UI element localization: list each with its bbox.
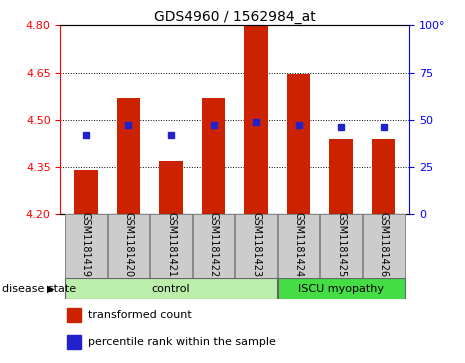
Bar [67,335,81,349]
FancyBboxPatch shape [108,214,149,278]
FancyBboxPatch shape [278,214,319,278]
FancyBboxPatch shape [65,214,107,278]
FancyBboxPatch shape [235,214,277,278]
FancyBboxPatch shape [320,214,362,278]
FancyBboxPatch shape [278,278,405,299]
Bar [74,170,98,214]
Text: GSM1181426: GSM1181426 [379,212,389,277]
Text: GSM1181424: GSM1181424 [293,212,304,277]
Bar [330,139,353,214]
Text: GSM1181421: GSM1181421 [166,212,176,277]
Bar [67,309,81,322]
Text: control: control [152,284,190,294]
Text: disease state: disease state [2,284,76,294]
FancyBboxPatch shape [150,214,192,278]
Bar [287,74,310,214]
Text: GSM1181425: GSM1181425 [336,212,346,277]
FancyBboxPatch shape [363,214,405,278]
Title: GDS4960 / 1562984_at: GDS4960 / 1562984_at [154,11,316,24]
Text: GSM1181420: GSM1181420 [124,212,133,277]
Text: ISCU myopathy: ISCU myopathy [298,284,384,294]
Bar [202,98,225,214]
Text: transformed count: transformed count [88,310,192,321]
FancyBboxPatch shape [193,214,234,278]
Text: ▶: ▶ [47,284,55,294]
Bar [245,25,268,214]
Bar [117,98,140,214]
FancyBboxPatch shape [65,278,277,299]
Bar [372,139,395,214]
Text: percentile rank within the sample: percentile rank within the sample [88,337,276,347]
Bar [159,161,183,214]
Text: GSM1181419: GSM1181419 [81,212,91,277]
Text: GSM1181423: GSM1181423 [251,212,261,277]
Text: GSM1181422: GSM1181422 [209,212,219,277]
